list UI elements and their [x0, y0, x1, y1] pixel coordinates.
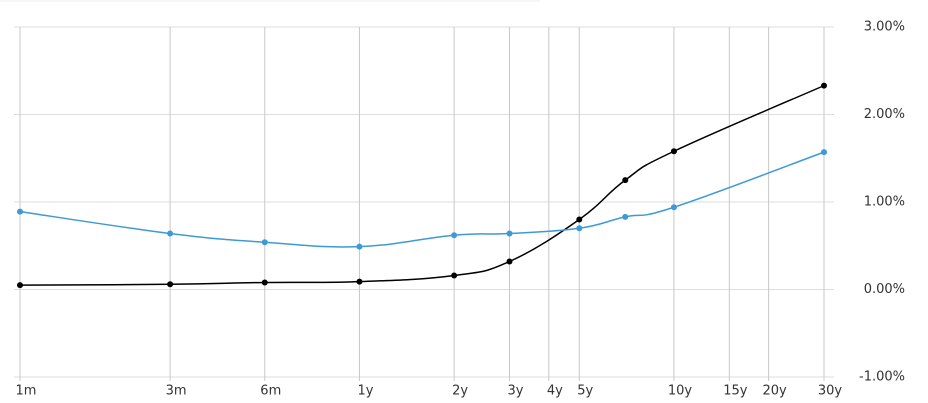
point: [576, 216, 583, 223]
point: [821, 82, 827, 89]
x-tick-label: 6m: [260, 384, 281, 399]
point: [17, 282, 23, 289]
point: [576, 225, 583, 232]
x-tick-label: 4y: [547, 384, 563, 399]
point: [17, 208, 23, 215]
point: [167, 281, 174, 288]
x-tick-label: 1m: [16, 384, 37, 399]
point: [167, 230, 174, 237]
y-tick-label: 2.00%: [864, 107, 905, 122]
point: [261, 279, 268, 286]
point: [622, 177, 629, 184]
x-tick-label: 1y: [357, 384, 373, 399]
x-tick-label: 30y: [818, 384, 843, 399]
point: [356, 278, 363, 285]
x-tick-label: 20y: [762, 384, 787, 399]
point: [506, 258, 513, 265]
point: [356, 243, 363, 250]
y-tick-label: 0.00%: [864, 282, 905, 297]
point: [821, 149, 827, 156]
point: [451, 272, 458, 279]
y-tick-label: -1.00%: [859, 370, 905, 385]
series-line: [19, 84, 825, 286]
y-tick-label: 3.00%: [864, 20, 905, 35]
x-tick-label: 3m: [166, 384, 187, 399]
series-line: [19, 151, 825, 248]
x-tick-label: 5y: [577, 384, 593, 399]
point: [451, 232, 458, 239]
x-tick-label: 2y: [452, 384, 468, 399]
point: [622, 213, 629, 220]
x-tick-label: 15y: [723, 384, 748, 399]
point: [506, 230, 513, 237]
point: [670, 148, 677, 155]
x-tick-label: 3y: [508, 384, 524, 399]
y-tick-label: 1.00%: [864, 195, 905, 210]
point: [670, 204, 677, 211]
x-tick-label: 10y: [668, 384, 693, 399]
point: [261, 239, 268, 246]
